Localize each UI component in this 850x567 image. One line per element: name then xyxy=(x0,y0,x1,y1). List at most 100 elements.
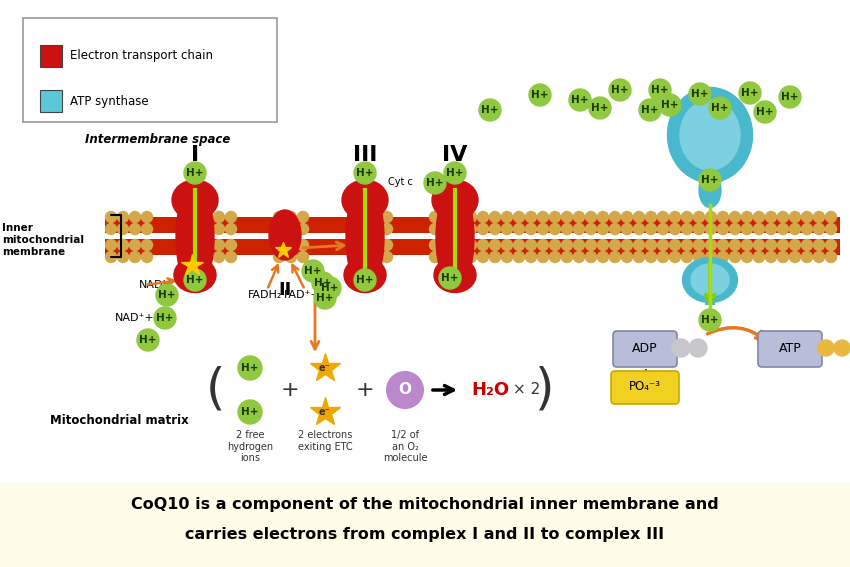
Text: H₂O: H₂O xyxy=(471,381,509,399)
Text: Electron transport chain: Electron transport chain xyxy=(70,49,213,62)
Circle shape xyxy=(502,211,513,222)
Circle shape xyxy=(825,239,836,251)
Circle shape xyxy=(741,252,752,263)
Circle shape xyxy=(649,79,671,101)
Circle shape xyxy=(609,211,620,222)
Text: H+: H+ xyxy=(186,275,204,285)
Circle shape xyxy=(717,211,728,222)
Circle shape xyxy=(213,239,224,251)
Bar xyxy=(105,239,840,255)
Text: H+: H+ xyxy=(661,100,679,110)
Circle shape xyxy=(766,223,777,235)
Circle shape xyxy=(441,211,452,222)
Circle shape xyxy=(141,252,152,263)
Circle shape xyxy=(213,223,224,235)
Circle shape xyxy=(370,239,381,251)
Text: 1/2 of
an O₂
molecule: 1/2 of an O₂ molecule xyxy=(382,430,428,463)
Text: H+: H+ xyxy=(241,407,258,417)
Bar xyxy=(105,217,840,233)
Text: ATP: ATP xyxy=(779,341,802,354)
Circle shape xyxy=(478,252,489,263)
Circle shape xyxy=(609,223,620,235)
Text: H+: H+ xyxy=(691,89,709,99)
Circle shape xyxy=(729,239,740,251)
Circle shape xyxy=(429,211,440,222)
Circle shape xyxy=(682,239,693,251)
Circle shape xyxy=(490,239,501,251)
Circle shape xyxy=(479,99,501,121)
Text: PO₄⁻³: PO₄⁻³ xyxy=(629,380,661,393)
Circle shape xyxy=(682,252,693,263)
Circle shape xyxy=(537,252,548,263)
Circle shape xyxy=(429,223,440,235)
Circle shape xyxy=(790,223,801,235)
Text: 2 free
hydrogen
ions: 2 free hydrogen ions xyxy=(227,430,273,463)
Circle shape xyxy=(766,239,777,251)
Circle shape xyxy=(670,252,681,263)
Circle shape xyxy=(689,83,711,105)
Text: H+: H+ xyxy=(701,315,719,325)
Text: H+: H+ xyxy=(781,92,799,102)
Circle shape xyxy=(454,223,464,235)
Circle shape xyxy=(274,211,285,222)
Circle shape xyxy=(370,211,381,222)
Ellipse shape xyxy=(699,172,721,208)
Circle shape xyxy=(537,211,548,222)
Circle shape xyxy=(382,211,393,222)
Circle shape xyxy=(156,284,178,306)
Circle shape xyxy=(502,239,513,251)
Circle shape xyxy=(141,223,152,235)
Circle shape xyxy=(574,211,585,222)
Ellipse shape xyxy=(344,257,386,293)
Circle shape xyxy=(598,252,609,263)
Text: H+: H+ xyxy=(611,85,629,95)
Circle shape xyxy=(802,239,813,251)
Circle shape xyxy=(813,252,824,263)
Circle shape xyxy=(466,223,477,235)
Circle shape xyxy=(298,239,309,251)
Text: 2 electrons
exiting ETC: 2 electrons exiting ETC xyxy=(298,430,352,451)
Circle shape xyxy=(502,252,513,263)
Circle shape xyxy=(129,211,140,222)
Circle shape xyxy=(358,223,369,235)
Text: ADP: ADP xyxy=(632,341,658,354)
Circle shape xyxy=(513,223,524,235)
Circle shape xyxy=(706,239,717,251)
Circle shape xyxy=(598,239,609,251)
Circle shape xyxy=(312,272,334,294)
Circle shape xyxy=(574,239,585,251)
Circle shape xyxy=(286,223,297,235)
Circle shape xyxy=(429,239,440,251)
Circle shape xyxy=(105,239,116,251)
Circle shape xyxy=(562,223,573,235)
Circle shape xyxy=(609,252,620,263)
Text: NAD⁺+: NAD⁺+ xyxy=(115,313,155,323)
FancyBboxPatch shape xyxy=(40,45,62,67)
Circle shape xyxy=(382,252,393,263)
Circle shape xyxy=(439,267,461,289)
Circle shape xyxy=(490,252,501,263)
Circle shape xyxy=(818,340,834,356)
Text: Intermembrane space: Intermembrane space xyxy=(85,133,230,146)
Circle shape xyxy=(639,99,661,121)
Ellipse shape xyxy=(346,185,384,290)
Circle shape xyxy=(562,239,573,251)
Circle shape xyxy=(298,252,309,263)
Circle shape xyxy=(298,223,309,235)
Circle shape xyxy=(717,252,728,263)
Circle shape xyxy=(319,277,341,299)
Bar xyxy=(0,483,850,567)
Circle shape xyxy=(466,239,477,251)
Circle shape xyxy=(813,239,824,251)
Circle shape xyxy=(670,223,681,235)
Circle shape xyxy=(537,223,548,235)
Circle shape xyxy=(358,252,369,263)
Circle shape xyxy=(790,252,801,263)
FancyBboxPatch shape xyxy=(40,90,62,112)
Circle shape xyxy=(225,211,236,222)
Circle shape xyxy=(741,239,752,251)
Circle shape xyxy=(645,252,656,263)
Circle shape xyxy=(117,239,128,251)
Ellipse shape xyxy=(342,180,388,220)
Circle shape xyxy=(621,239,632,251)
